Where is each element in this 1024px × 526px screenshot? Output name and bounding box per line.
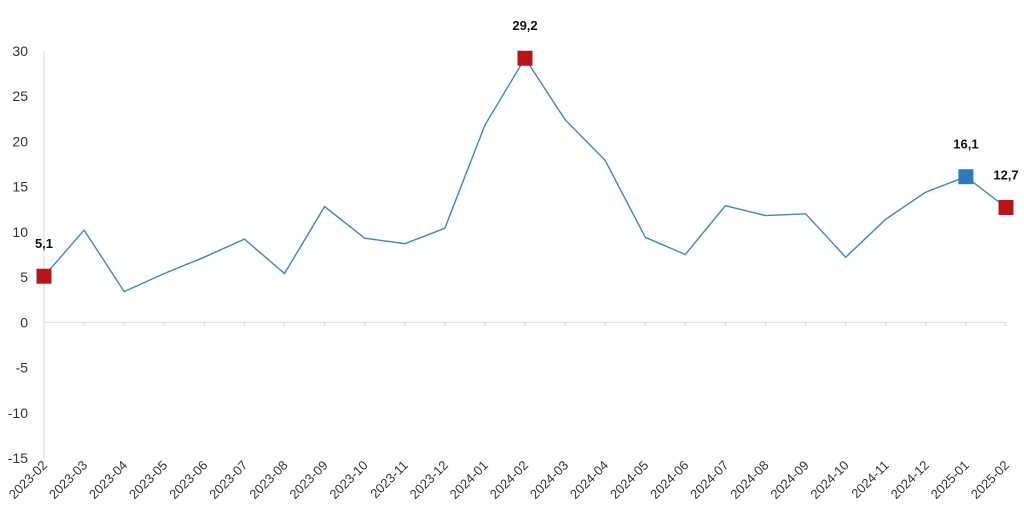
series-layer xyxy=(43,56,1007,293)
x-tick-label: 2024-11 xyxy=(848,458,892,502)
x-tick-label: 2024-08 xyxy=(727,458,771,502)
x-tick-label: 2023-06 xyxy=(166,458,210,502)
x-tick-label: 2024-02 xyxy=(487,458,531,502)
y-tick-label: 15 xyxy=(12,179,28,195)
y-tick-label: -5 xyxy=(16,360,29,376)
x-tick-label: 2023-10 xyxy=(326,458,370,502)
x-tick-label: 2025-01 xyxy=(928,458,972,502)
series-line xyxy=(43,56,1007,293)
highlight-marker xyxy=(36,268,52,284)
y-axis: 30 25 20 15 10 5 0 -5 -10 -15 xyxy=(8,43,45,466)
x-tick-label: 2023-05 xyxy=(126,458,170,502)
x-tick-label: 2024-12 xyxy=(888,458,932,502)
x-axis: 2023-022023-032023-042023-052023-062023-… xyxy=(6,321,1012,502)
y-tick-label: -15 xyxy=(8,450,28,466)
x-tick-label: 2024-01 xyxy=(447,458,491,502)
x-tick-label: 2024-05 xyxy=(607,458,651,502)
x-tick-label: 2024-07 xyxy=(687,458,731,502)
x-tick-label: 2024-09 xyxy=(767,458,811,502)
data-label: 5,1 xyxy=(35,236,53,251)
highlight-marker xyxy=(517,50,533,66)
highlight-marker xyxy=(958,169,974,185)
data-label: 16,1 xyxy=(953,137,978,152)
x-tick-label: 2024-04 xyxy=(567,458,611,502)
x-tick-label: 2023-04 xyxy=(86,458,130,502)
x-tick-label: 2023-08 xyxy=(246,458,290,502)
y-tick-label: 25 xyxy=(12,88,28,104)
y-tick-label: 5 xyxy=(20,269,28,285)
y-tick-label: 0 xyxy=(20,314,28,330)
x-tick-label: 2024-06 xyxy=(647,458,691,502)
highlight-marker xyxy=(998,199,1014,215)
y-tick-label: 20 xyxy=(12,133,28,149)
y-tick-label: 10 xyxy=(12,224,28,240)
x-tick-label: 2023-09 xyxy=(286,458,330,502)
x-tick-label: 2024-10 xyxy=(807,458,851,502)
y-tick-label: 30 xyxy=(12,43,28,59)
x-tick-label: 2023-11 xyxy=(367,458,411,502)
data-label: 12,7 xyxy=(993,167,1018,182)
highlight-markers: 5,1 29,2 16,1 12,7 xyxy=(35,18,1019,284)
x-tick-label: 2024-03 xyxy=(527,458,571,502)
data-label: 29,2 xyxy=(512,18,537,33)
y-tick-label: -10 xyxy=(8,405,28,421)
x-tick-label: 2023-07 xyxy=(206,458,250,502)
x-tick-label: 2025-02 xyxy=(968,458,1012,502)
x-tick-label: 2023-12 xyxy=(407,458,451,502)
x-tick-label: 2023-03 xyxy=(46,458,90,502)
